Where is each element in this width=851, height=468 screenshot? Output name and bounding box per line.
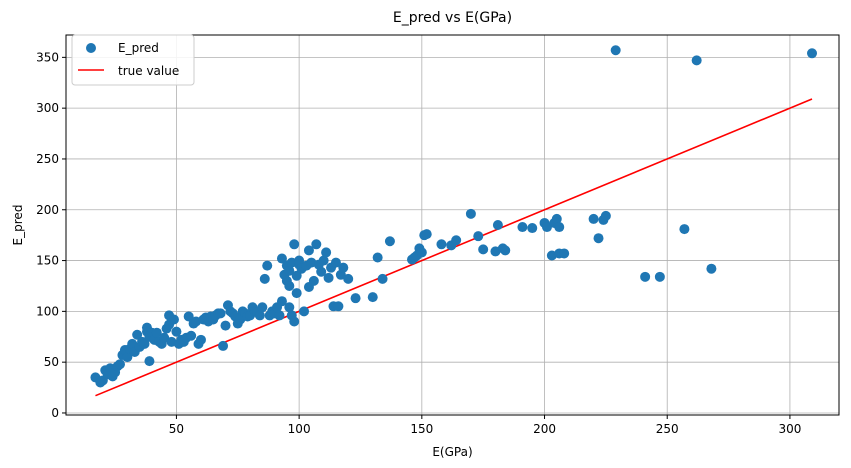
data-point [294, 255, 305, 266]
data-point [316, 266, 327, 277]
y-tick-label: 250 [36, 152, 59, 166]
y-axis-title: E_pred [11, 205, 25, 246]
data-point [517, 222, 528, 233]
data-point [451, 235, 462, 246]
data-point [122, 352, 133, 363]
y-tick-label: 300 [36, 101, 59, 115]
data-point [144, 356, 155, 367]
y-tick-label: 100 [36, 304, 59, 318]
data-point [259, 273, 270, 284]
data-point [321, 247, 332, 258]
data-point [343, 273, 354, 284]
data-point [284, 265, 295, 276]
data-point [559, 248, 570, 259]
data-point [254, 310, 265, 321]
data-point [333, 301, 344, 312]
x-tick-label: 250 [656, 422, 679, 436]
data-point [318, 255, 329, 266]
legend: E_pred true value [71, 34, 195, 86]
x-tick-label: 50 [169, 422, 184, 436]
data-point [421, 229, 432, 240]
data-point [610, 45, 621, 56]
data-point [679, 224, 690, 235]
data-point [377, 273, 388, 284]
legend-label-e-pred: E_pred [118, 41, 159, 55]
data-point [350, 293, 361, 304]
data-point [492, 220, 503, 230]
data-point [527, 223, 538, 234]
data-point [588, 213, 599, 224]
data-point [500, 245, 511, 256]
data-point [220, 320, 231, 331]
x-tick-label: 300 [778, 422, 801, 436]
x-tick-label: 100 [288, 422, 311, 436]
data-point [338, 262, 349, 273]
data-point [276, 296, 287, 307]
data-point [436, 239, 447, 250]
data-point [289, 239, 300, 250]
data-point [473, 231, 484, 242]
y-tick-label: 350 [36, 50, 59, 64]
data-point [114, 359, 125, 370]
grid [66, 35, 839, 415]
data-point [308, 275, 319, 286]
data-point [291, 288, 302, 299]
data-point [262, 260, 273, 271]
data-point [372, 252, 383, 263]
data-point [274, 310, 285, 321]
data-point [303, 245, 314, 256]
x-tick-label: 150 [410, 422, 433, 436]
scatter-series [90, 45, 818, 388]
x-axis-title: E(GPa) [432, 445, 472, 459]
data-point [478, 244, 489, 255]
x-tick-label: 200 [533, 422, 556, 436]
data-point [168, 314, 179, 325]
data-point [215, 308, 226, 319]
data-point [218, 340, 229, 351]
data-point [600, 210, 611, 221]
data-point [384, 236, 395, 247]
data-point [257, 302, 268, 313]
data-point [691, 55, 702, 66]
data-point [171, 326, 182, 337]
data-point [367, 292, 378, 303]
y-tick-label: 200 [36, 203, 59, 217]
data-point [654, 271, 665, 282]
y-tick-label: 150 [36, 254, 59, 268]
data-point [323, 272, 334, 283]
data-point [706, 263, 717, 274]
legend-box [71, 34, 195, 86]
axis-ticks: 50 100 150 200 250 300 0 50 100 150 200 250 300 350 [36, 50, 801, 436]
legend-marker-e-pred [86, 43, 96, 53]
data-point [291, 270, 302, 281]
data-point [554, 222, 565, 233]
y-tick-label: 0 [51, 406, 59, 420]
plot-frame [65, 34, 840, 416]
data-point [807, 48, 818, 59]
data-point [551, 213, 562, 224]
data-point [311, 239, 322, 250]
data-point [276, 253, 287, 264]
data-point [284, 302, 295, 313]
data-point [416, 247, 427, 258]
data-point [132, 329, 143, 340]
legend-label-true-value: true value [118, 64, 179, 78]
data-point [330, 257, 341, 268]
data-point [186, 330, 197, 341]
data-point [640, 271, 651, 282]
data-point [284, 280, 295, 291]
data-point [593, 233, 604, 244]
data-point [139, 338, 150, 349]
data-point [159, 332, 170, 343]
data-point [289, 316, 300, 327]
data-point [465, 208, 476, 219]
data-point [151, 327, 162, 338]
chart-title: E_pred vs E(GPa) [393, 10, 512, 26]
data-point [299, 306, 310, 317]
data-point [195, 334, 206, 345]
data-point [183, 311, 194, 322]
data-point [541, 222, 552, 233]
y-tick-label: 50 [44, 355, 59, 369]
